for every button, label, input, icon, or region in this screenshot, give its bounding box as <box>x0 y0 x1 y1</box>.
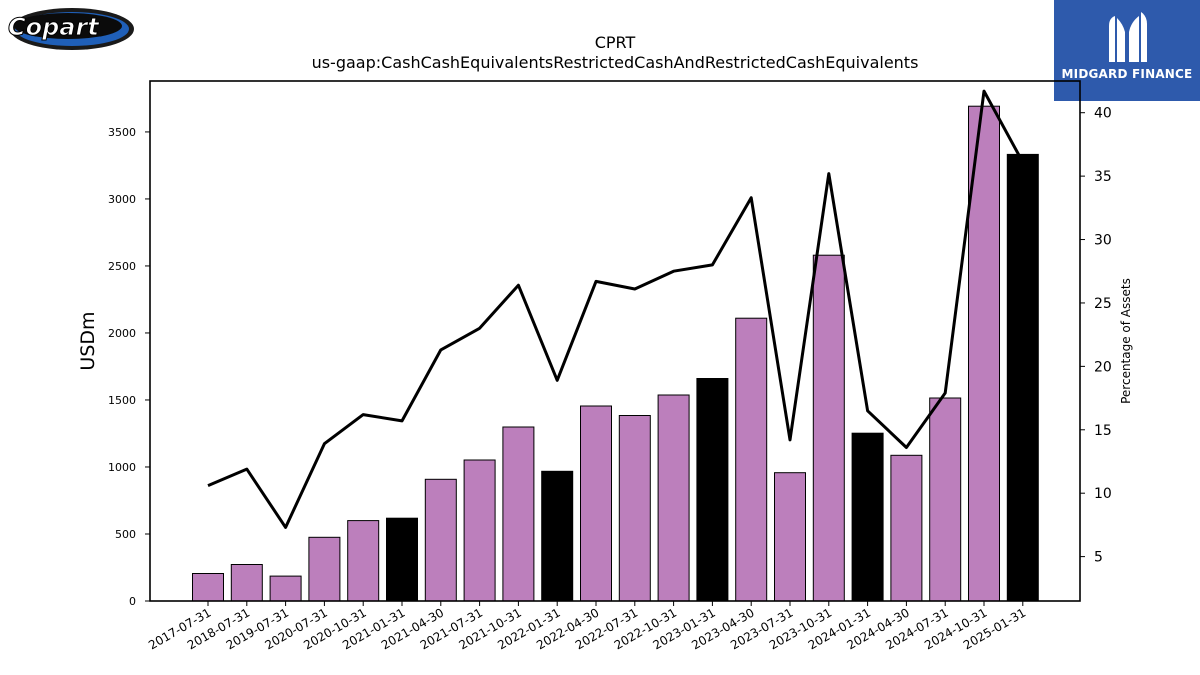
chart-subtitle: us-gaap:CashCashEquivalentsRestrictedCas… <box>312 53 919 72</box>
bar-2023-01-31 <box>696 378 729 602</box>
y-tick-label: 0 <box>129 595 136 608</box>
bar-2017-07-31 <box>192 573 224 602</box>
chart-title: CPRT <box>595 33 636 52</box>
bar-2023-10-31 <box>812 254 845 602</box>
y-tick-label: 3000 <box>108 193 136 206</box>
bar-series <box>192 105 1039 602</box>
bar-2025-01-31 <box>1006 153 1039 602</box>
bar-2024-01-31 <box>851 432 884 602</box>
bar-2018-07-31 <box>230 564 263 602</box>
y2-tick-label: 25 <box>1094 296 1112 312</box>
bar-2022-07-31 <box>618 415 651 602</box>
y-tick-label: 1500 <box>108 394 136 407</box>
bar-2021-04-30 <box>424 478 457 602</box>
y2-tick-label: 30 <box>1094 233 1112 249</box>
y-tick-label: 3500 <box>108 126 136 139</box>
y2-tick-label: 20 <box>1094 359 1112 375</box>
midgard-finance-logo: MIDGARD FINANCE <box>1054 0 1200 101</box>
line-series <box>207 89 1025 529</box>
y2-axis-label: Percentage of Assets <box>1119 278 1133 404</box>
bar-2020-07-31 <box>308 536 341 602</box>
y2-tick-label: 5 <box>1094 550 1103 566</box>
bar-2023-04-30 <box>735 317 768 602</box>
y2-tick-label: 40 <box>1094 106 1112 122</box>
y-axis-label: USDm <box>77 311 99 370</box>
copart-logo-text: Copart <box>8 13 100 41</box>
bar-2021-01-31 <box>386 517 418 602</box>
y-tick-label: 1000 <box>108 461 136 474</box>
bar-2022-10-31 <box>657 394 690 602</box>
plot-frame <box>149 80 1081 602</box>
bar-2023-07-31 <box>774 472 806 602</box>
midgard-finance-name: MIDGARD FINANCE <box>1061 67 1193 81</box>
bar-2024-10-31 <box>968 105 1000 602</box>
bar-2022-01-31 <box>541 470 574 602</box>
y2-tick-label: 10 <box>1094 486 1112 502</box>
midgard-mark-icon <box>1109 12 1147 62</box>
bar-2021-07-31 <box>463 459 496 602</box>
bar-2024-04-30 <box>890 454 923 602</box>
y-tick-label: 500 <box>115 528 136 541</box>
y2-tick-label: 35 <box>1094 169 1112 185</box>
y-tick-label: 2500 <box>108 260 136 273</box>
y-tick-label: 2000 <box>108 327 136 340</box>
y2-tick-label: 15 <box>1094 423 1112 439</box>
bar-2019-07-31 <box>269 575 302 602</box>
copart-logo-graphic: Copart <box>8 8 134 50</box>
bar-2022-04-30 <box>580 405 612 602</box>
bar-2021-10-31 <box>502 426 535 602</box>
percentage-of-assets-line <box>207 89 1025 529</box>
bar-2024-07-31 <box>929 397 962 602</box>
bar-2020-10-31 <box>347 520 380 602</box>
copart-logo: Copart <box>4 4 136 54</box>
